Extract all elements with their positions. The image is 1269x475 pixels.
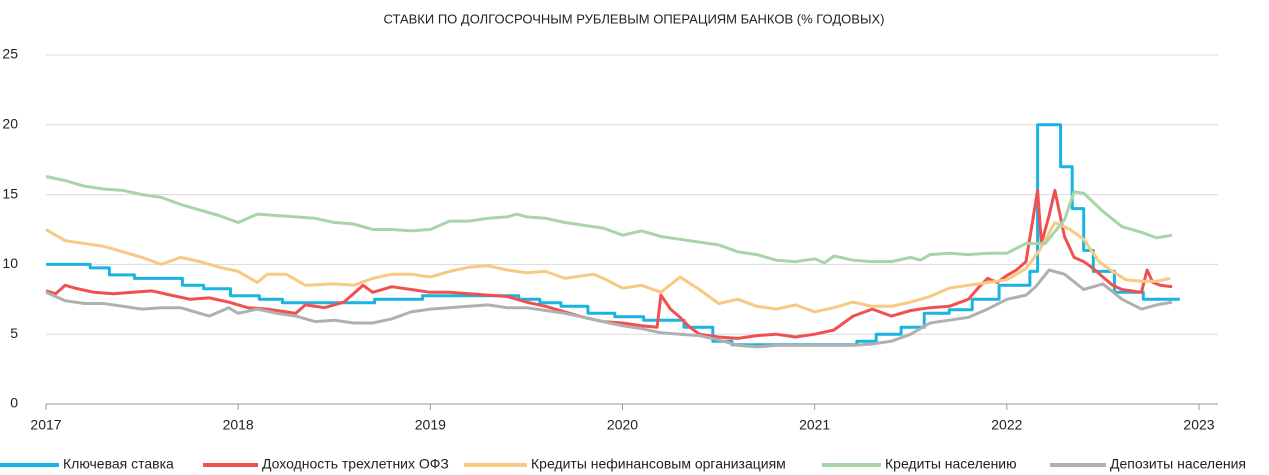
series-line [45,268,1173,349]
y-tick-label: 20 [2,116,18,132]
legend-label: Депозиты населения [1110,456,1246,472]
series-line [45,221,1171,314]
x-tick-label: 2022 [991,417,1022,433]
y-tick-label: 25 [2,46,18,62]
y-tick-label: 10 [2,255,18,271]
series-line [45,188,1173,340]
series-line [45,175,1173,265]
chart-title: СТАВКИ ПО ДОЛГОСРОЧНЫМ РУБЛЕВЫМ ОПЕРАЦИЯ… [384,11,885,26]
x-tick-label: 2023 [1183,417,1214,433]
x-tick-label: 2020 [607,417,638,433]
x-tick-label: 2019 [415,417,446,433]
legend-label: Кредиты населению [885,456,1017,472]
y-tick-label: 15 [2,185,18,201]
x-tick-label: 2018 [223,417,254,433]
x-tick-label: 2021 [799,417,830,433]
legend-label: Кредиты нефинансовым организациям [531,456,786,472]
legend-label: Доходность трехлетних ОФЗ [262,456,449,472]
legend-label: Ключевая ставка [63,456,174,472]
y-tick-label: 0 [10,395,18,411]
x-tick-label: 2017 [30,417,61,433]
series-line [46,123,1180,347]
y-tick-label: 5 [10,325,18,341]
